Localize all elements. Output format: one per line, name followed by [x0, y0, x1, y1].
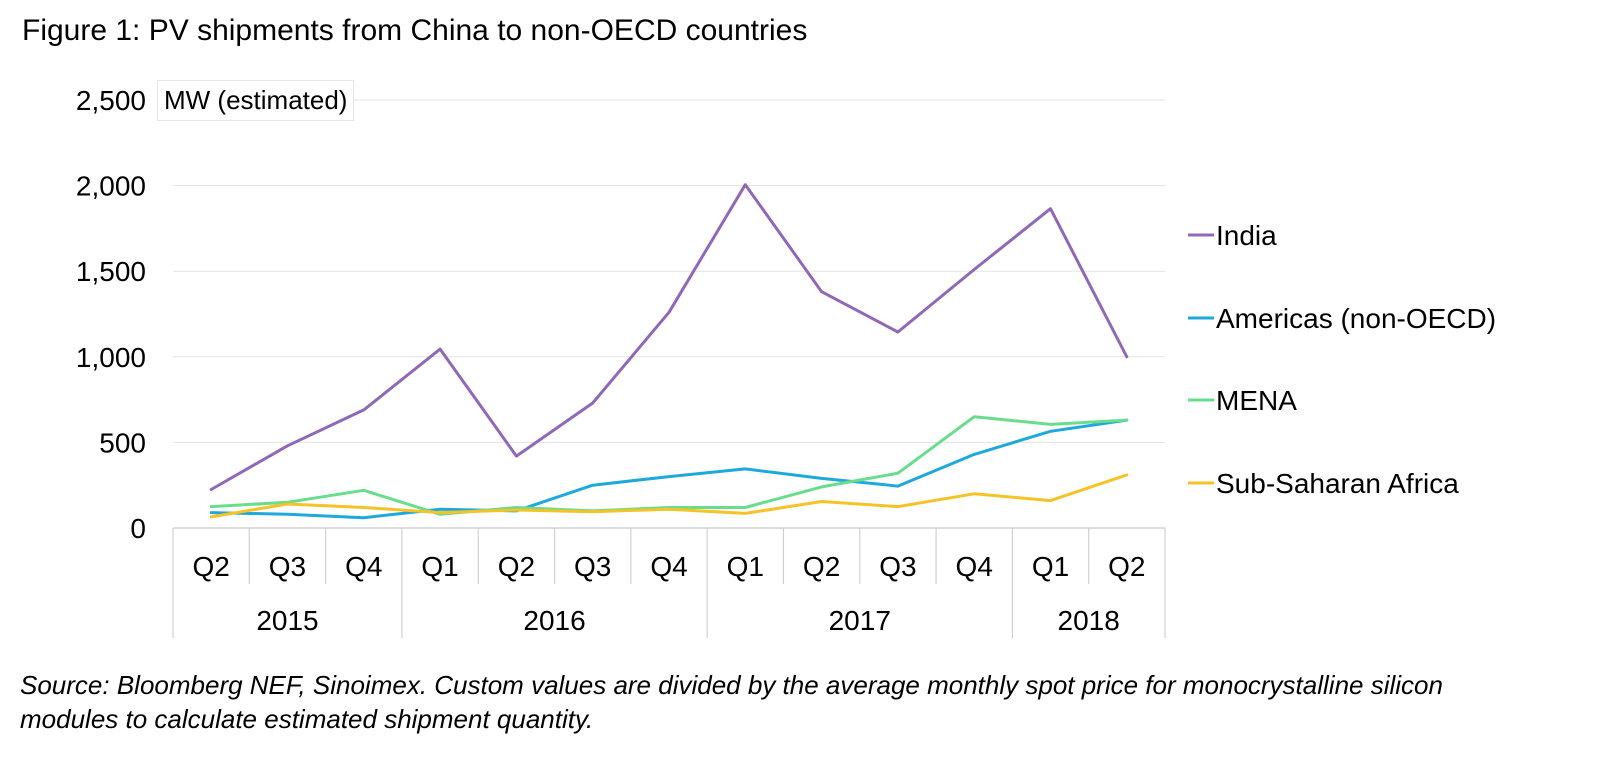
x-axis-ticks: Q2 Q3 Q4 Q1 Q2 Q3 Q4 Q1 Q2 Q3 Q4 Q1 Q2 2015 2016 2017 20… — [192, 551, 1145, 636]
x-tick-label: Q1 — [727, 551, 764, 582]
x-axis — [172, 527, 1166, 638]
x-tick-label: Q1 — [421, 551, 458, 582]
y-tick-label: 0 — [130, 513, 146, 544]
y-axis-ticks: 0 500 1,000 1,500 2,000 2,500 — [76, 85, 146, 544]
x-tick-label: Q4 — [956, 551, 993, 582]
legend: India Americas (non-OECD) MENA Sub-Saharan … — [1188, 220, 1496, 499]
y-tick-label: 2,000 — [76, 171, 146, 202]
x-group-label: 2017 — [829, 605, 891, 636]
x-tick-label: Q3 — [269, 551, 306, 582]
x-tick-label: Q2 — [803, 551, 840, 582]
x-tick-label: Q4 — [650, 551, 687, 582]
series-line — [209, 418, 1129, 520]
legend-label: India — [1216, 220, 1277, 251]
y-tick-label: 500 — [99, 427, 146, 458]
series-line — [209, 183, 1129, 491]
series-line — [209, 473, 1129, 519]
x-tick-label: Q3 — [879, 551, 916, 582]
x-tick-label: Q2 — [192, 551, 229, 582]
x-tick-label: Q3 — [574, 551, 611, 582]
y-tick-label: 1,000 — [76, 342, 146, 373]
y-tick-label: 2,500 — [76, 85, 146, 116]
x-group-label: 2015 — [256, 605, 318, 636]
y-axis-label: MW (estimated) — [157, 80, 355, 121]
legend-label: Americas (non-OECD) — [1216, 303, 1496, 334]
figure-title: Figure 1: PV shipments from China to non… — [22, 14, 808, 47]
x-group-label: 2016 — [523, 605, 585, 636]
series-lines — [209, 183, 1129, 520]
legend-label: Sub-Saharan Africa — [1216, 468, 1459, 499]
x-tick-label: Q1 — [1032, 551, 1069, 582]
y-tick-label: 1,500 — [76, 256, 146, 287]
x-tick-label: Q2 — [498, 551, 535, 582]
gridlines — [173, 99, 1165, 443]
source-note: Source: Bloomberg NEF, Sinoimex. Custom … — [20, 670, 1443, 734]
legend-label: MENA — [1216, 385, 1297, 416]
series-line — [209, 415, 1129, 516]
x-tick-label: Q4 — [345, 551, 382, 582]
x-group-label: 2018 — [1058, 605, 1120, 636]
x-tick-label: Q2 — [1108, 551, 1145, 582]
